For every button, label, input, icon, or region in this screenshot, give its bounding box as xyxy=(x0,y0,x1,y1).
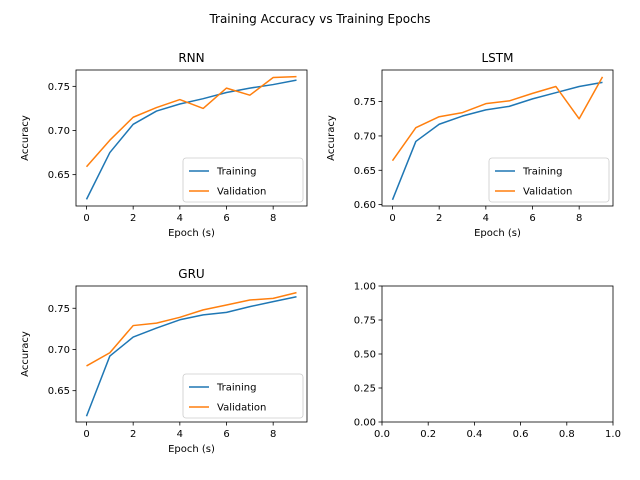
x-tick-label: 4 xyxy=(177,429,183,440)
legend-label-training: Training xyxy=(522,167,562,178)
x-tick-label: 8 xyxy=(270,213,276,224)
x-tick-label: 0.6 xyxy=(513,429,529,440)
x-tick-label: 0 xyxy=(389,213,395,224)
x-tick-label: 6 xyxy=(223,213,229,224)
axes-frame xyxy=(75,285,308,423)
y-tick-label: 0.65 xyxy=(48,170,70,181)
subplot-title: RNN xyxy=(178,51,204,65)
x-tick-label: 2 xyxy=(130,429,136,440)
legend: Training Validation xyxy=(488,157,610,203)
y-tick-label: 0.75 xyxy=(354,97,376,108)
legend-label-training: Training xyxy=(216,167,256,178)
subplot-title: GRU xyxy=(178,267,204,281)
x-axis-label: Epoch (s) xyxy=(474,228,521,239)
y-tick-label: 0.75 xyxy=(354,316,376,327)
x-tick-label: 1.0 xyxy=(605,429,621,440)
legend-box xyxy=(182,373,304,419)
x-tick-label: 2 xyxy=(436,213,442,224)
legend: Training Validation xyxy=(182,157,304,203)
y-tick-label: 0.50 xyxy=(354,350,376,361)
y-tick-label: 0.65 xyxy=(354,166,376,177)
legend: Training Validation xyxy=(182,373,304,419)
y-tick-label: 0.75 xyxy=(48,82,70,93)
x-axis-label: Epoch (s) xyxy=(168,444,215,455)
y-axis-label: Accuracy xyxy=(20,115,31,161)
subplot-rnn: RNN 0 2 4 6 8 0.65 0.70 0.75 Epoch (s) Accuracy Tra… xyxy=(20,51,308,239)
x-tick-label: 0.0 xyxy=(374,429,390,440)
y-tick-label: 0.25 xyxy=(354,384,376,395)
x-tick-label: 8 xyxy=(270,429,276,440)
x-axis-label: Epoch (s) xyxy=(168,228,215,239)
legend-box xyxy=(488,157,610,203)
y-tick-label: 0.65 xyxy=(48,386,70,397)
y-axis-label: Accuracy xyxy=(20,331,31,377)
series-line-training xyxy=(85,295,297,417)
x-tick-label: 0 xyxy=(83,429,89,440)
x-tick-label: 6 xyxy=(529,213,535,224)
legend-label-validation: Validation xyxy=(217,403,266,414)
axes-frame xyxy=(381,285,614,423)
subplot-title: LSTM xyxy=(482,51,514,65)
legend-box xyxy=(182,157,304,203)
x-tick-label: 4 xyxy=(483,213,489,224)
legend-label-validation: Validation xyxy=(523,187,572,198)
figure-suptitle: Training Accuracy vs Training Epochs xyxy=(208,12,430,26)
x-tick-label: 0.8 xyxy=(559,429,575,440)
y-axis-label: Accuracy xyxy=(326,115,337,161)
x-tick-label: 8 xyxy=(576,213,582,224)
y-tick-label: 0.70 xyxy=(48,126,70,137)
y-tick-label: 0.70 xyxy=(48,345,70,356)
series-line-training xyxy=(391,81,603,201)
y-tick-label: 0.70 xyxy=(354,131,376,142)
y-tick-label: 1.00 xyxy=(354,282,376,293)
subplot-empty: 0.0 0.2 0.4 0.6 0.8 1.0 0.00 0.25 0.50 0.75 1.00 xyxy=(354,282,621,441)
y-tick-label: 0.00 xyxy=(354,418,376,429)
legend-label-training: Training xyxy=(216,383,256,394)
x-tick-label: 4 xyxy=(177,213,183,224)
x-tick-label: 0.4 xyxy=(466,429,482,440)
x-tick-label: 0 xyxy=(83,213,89,224)
x-tick-label: 0.2 xyxy=(420,429,436,440)
axes-frame xyxy=(75,69,308,207)
subplot-lstm: LSTM 0 2 4 6 8 0.60 0.65 0.70 0.75 Epoch (s) Accura… xyxy=(326,51,614,239)
x-tick-label: 6 xyxy=(223,429,229,440)
y-tick-label: 0.60 xyxy=(354,200,376,211)
axes-frame xyxy=(381,69,614,207)
x-tick-label: 2 xyxy=(130,213,136,224)
legend-label-validation: Validation xyxy=(217,187,266,198)
series-line-validation xyxy=(86,291,297,367)
y-tick-label: 0.75 xyxy=(48,304,70,315)
series-line-validation xyxy=(391,76,604,162)
series-line-validation xyxy=(85,75,297,168)
subplot-gru: GRU 0 2 4 6 8 0.65 0.70 0.75 Epoch (s) Accuracy Tra… xyxy=(20,267,308,455)
